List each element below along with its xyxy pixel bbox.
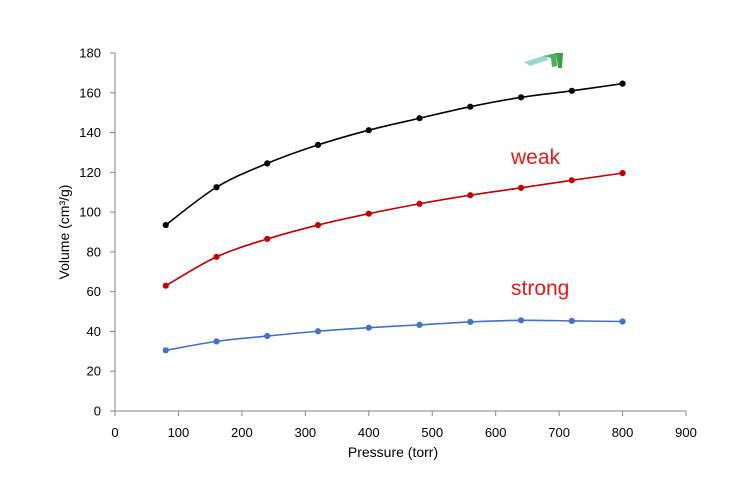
series-top [162,80,626,229]
data-point [365,324,372,331]
y-tick-label: 100 [79,205,101,220]
series-strong [162,317,626,354]
data-point [568,177,575,184]
data-point [517,94,525,101]
y-tick-label: 80 [87,244,101,259]
data-point [416,321,423,328]
data-point [467,103,474,110]
data-point [467,318,474,325]
y-tick-label: 0 [94,404,101,419]
decorative-mark-icon [524,53,563,68]
data-point [314,328,322,335]
data-point [314,221,322,229]
data-point [517,184,525,191]
data-point [264,160,271,167]
data-point [568,317,575,325]
data-point [213,184,220,191]
y-axis-title: Volume (cm³/g) [56,185,72,280]
axes [114,53,686,412]
y-tick-label: 180 [79,46,101,61]
data-point [264,332,271,340]
data-point [416,115,423,122]
annotation-weak: weak [510,146,561,169]
y-tick-label: 160 [79,85,101,100]
x-tick-label: 200 [231,425,253,440]
data-point [568,87,575,94]
y-tick-label: 140 [79,125,101,140]
data-point [162,282,169,289]
x-tick-label: 0 [111,425,118,440]
x-tick-label: 500 [421,425,443,440]
series-line [165,172,623,287]
y-tick-label: 60 [87,284,101,299]
series-line [165,319,623,352]
x-ticks: 0 100 200 300 400 500 600 700 800 900 [111,411,697,440]
x-tick-label: 900 [675,425,697,440]
data-point [619,80,626,87]
data-point [619,170,626,177]
data-point [416,200,423,207]
x-tick-label: 800 [612,425,634,440]
data-point [264,235,271,243]
data-point [162,347,169,354]
data-point [517,317,525,324]
x-tick-label: 700 [548,425,570,440]
data-point [365,127,372,134]
data-point [619,318,626,325]
data-point [365,210,372,217]
x-tick-label: 100 [168,425,190,440]
annotation-strong: strong [511,277,569,300]
x-tick-label: 600 [485,425,507,440]
y-tick-label: 40 [87,324,101,339]
y-ticks: 0 20 40 60 80 100 120 140 160 180 [79,46,115,419]
series-weak [162,170,626,289]
data-point [467,192,474,199]
data-point [162,221,169,229]
x-tick-label: 400 [358,425,380,440]
data-point [314,141,322,148]
y-tick-label: 120 [79,165,101,180]
series-line [165,82,623,226]
data-point [213,253,220,260]
x-tick-label: 300 [294,425,316,440]
y-tick-label: 20 [87,364,101,379]
series-layer [162,80,626,354]
data-point [213,338,220,345]
x-axis-title: Pressure (torr) [348,444,438,460]
